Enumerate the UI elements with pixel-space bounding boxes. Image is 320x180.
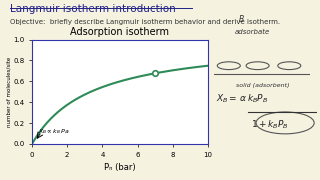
Text: Objective:  briefly describe Langmuir isotherm behavior and derive isotherm.: Objective: briefly describe Langmuir iso… (10, 19, 280, 25)
Text: adsorbate: adsorbate (235, 29, 270, 35)
Text: $1 + k_B P_B$: $1 + k_B P_B$ (251, 118, 289, 130)
Text: solid (adsorbent): solid (adsorbent) (236, 83, 289, 88)
Title: Adsorption isotherm: Adsorption isotherm (70, 27, 170, 37)
Text: $X_B \propto k_B\, Pa$: $X_B \propto k_B\, Pa$ (38, 128, 70, 136)
Text: B: B (239, 15, 244, 24)
Text: $X_B = \,\alpha\, k_B P_B$: $X_B = \,\alpha\, k_B P_B$ (217, 93, 269, 105)
X-axis label: Pₙ (bar): Pₙ (bar) (104, 163, 136, 172)
Text: Langmuir isotherm introduction: Langmuir isotherm introduction (10, 4, 175, 15)
Y-axis label: number of molecules/site: number of molecules/site (7, 57, 12, 127)
